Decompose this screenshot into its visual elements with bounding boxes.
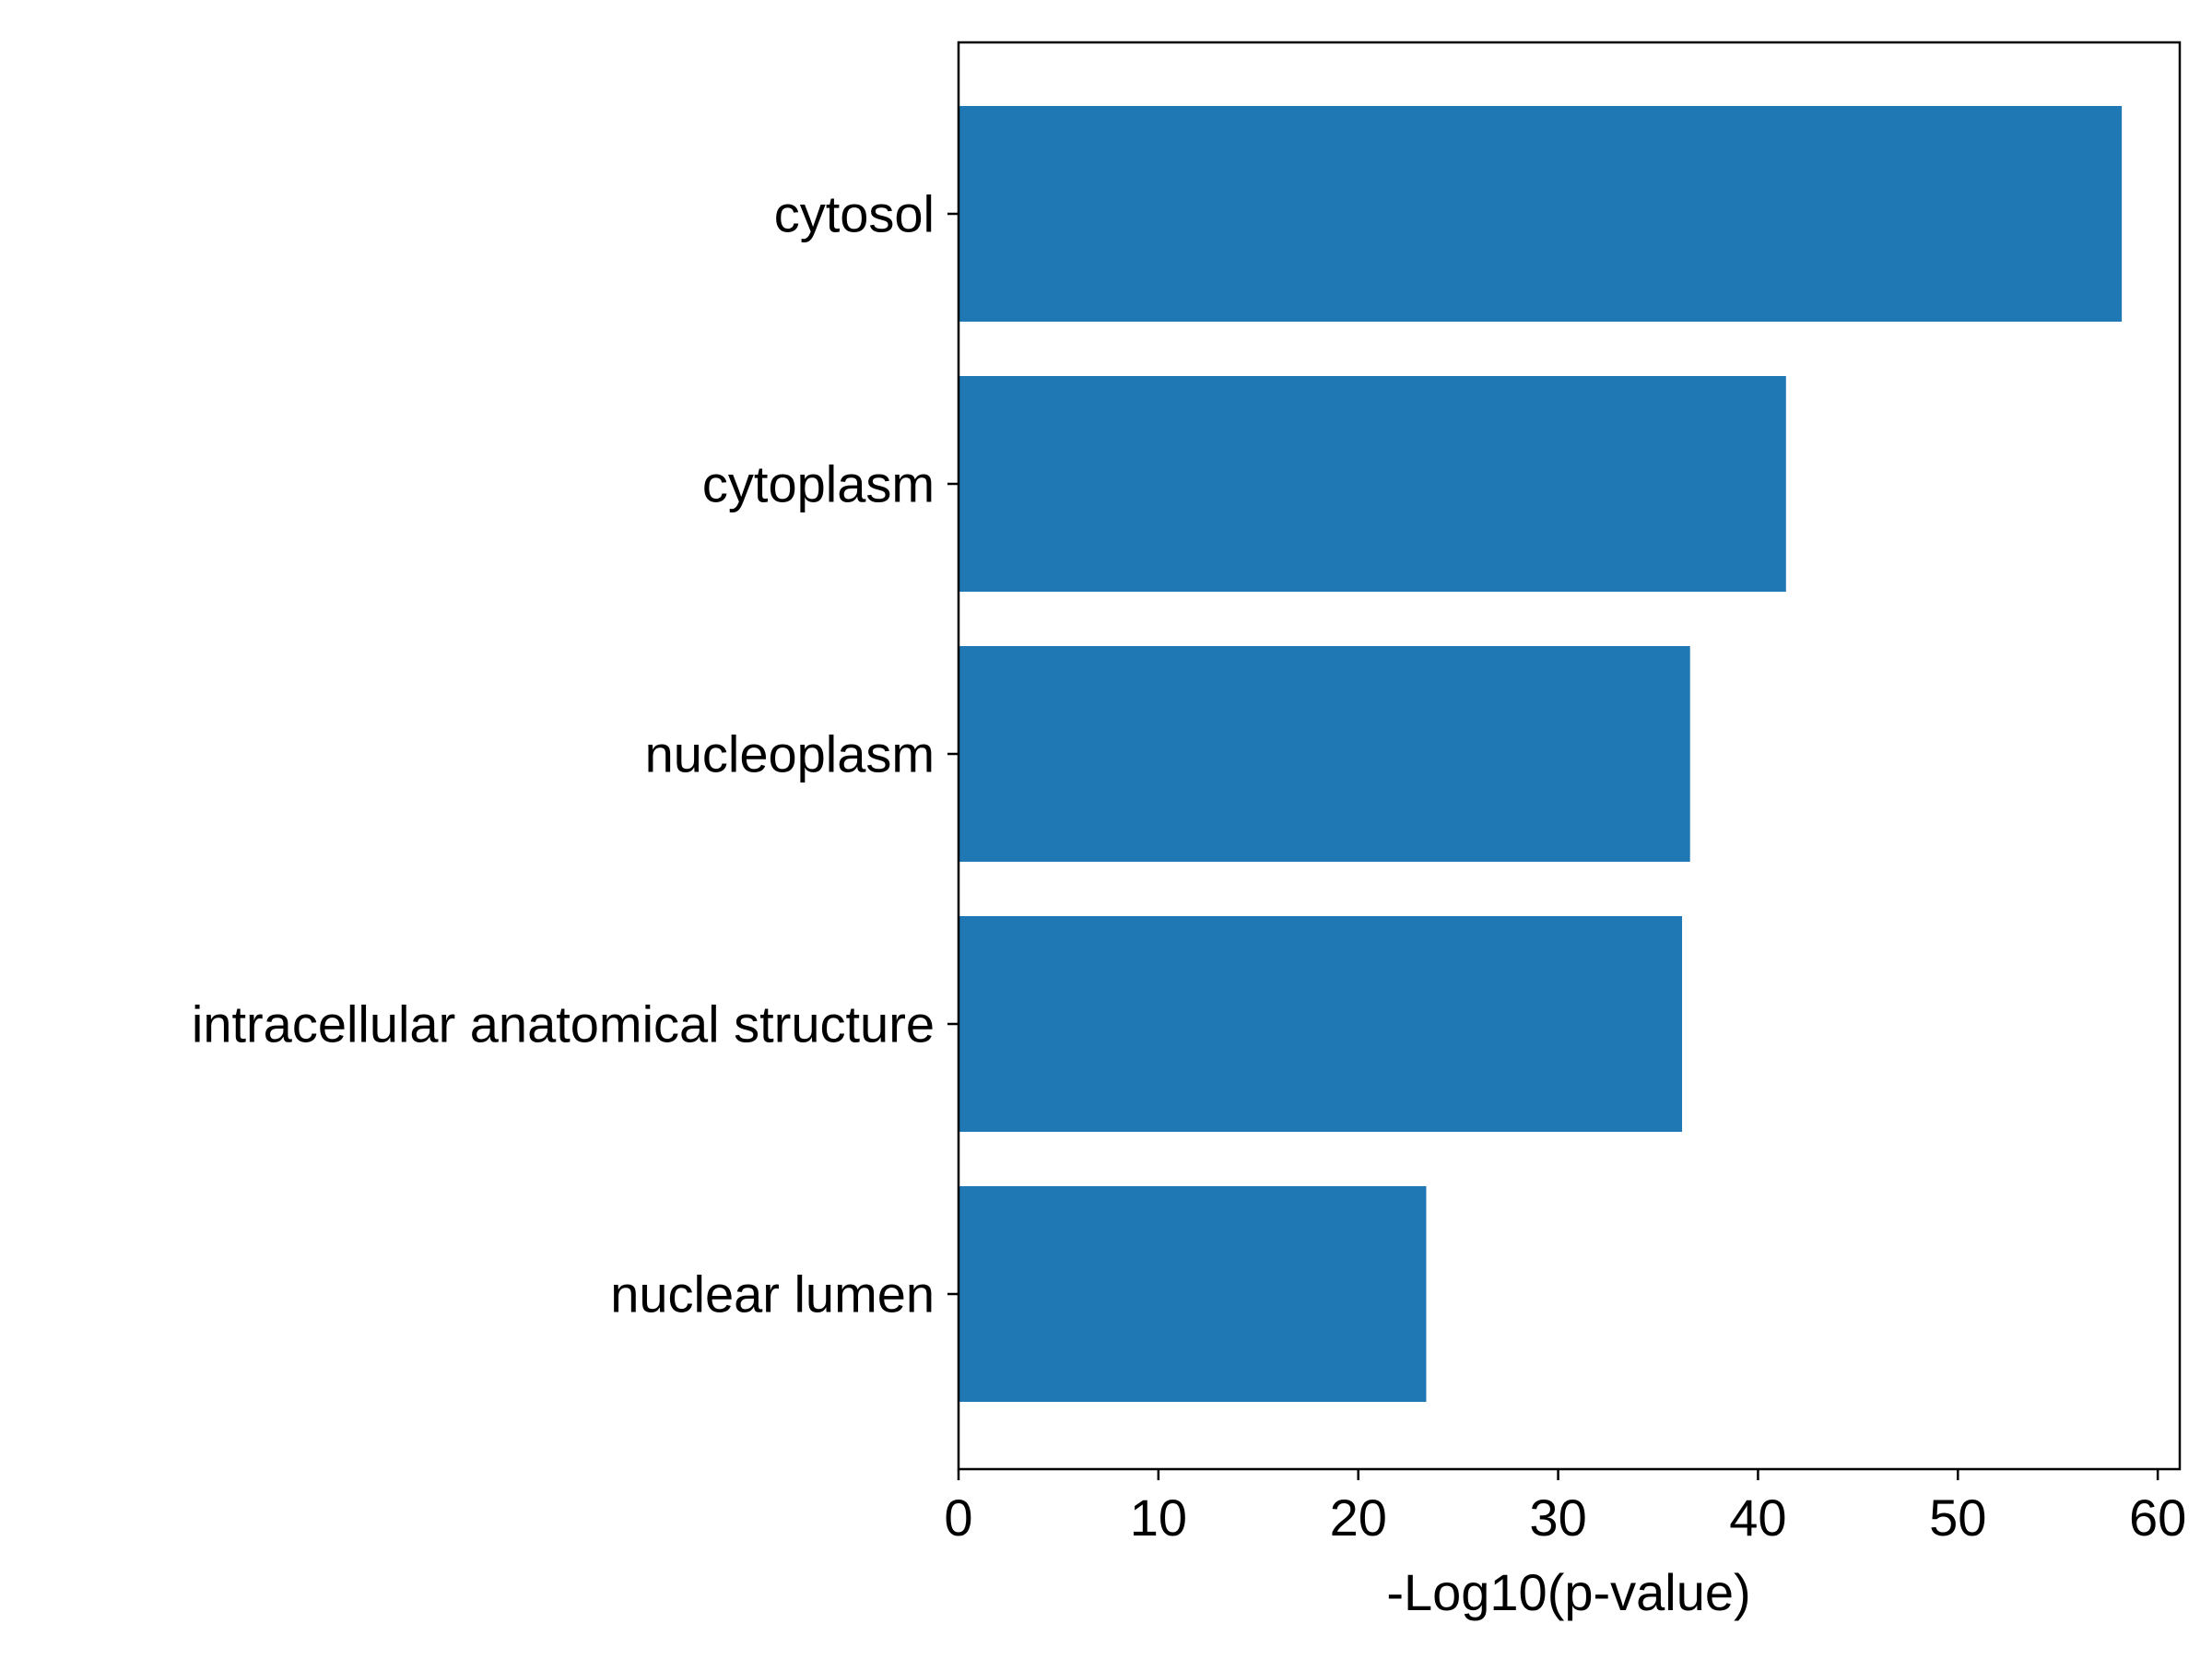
x-axis-title: -Log10(p-value) xyxy=(1386,1563,1750,1621)
x-tick-label: 60 xyxy=(2129,1488,2186,1547)
y-tick-label: cytosol xyxy=(774,185,935,243)
x-tick-label: 30 xyxy=(1529,1488,1586,1547)
bar-1 xyxy=(959,376,1786,592)
y-tick-label: nuclear lumen xyxy=(610,1265,935,1324)
bar-4 xyxy=(959,1186,1427,1402)
x-tick-label: 20 xyxy=(1330,1488,1387,1547)
x-axis: 0 10 20 30 40 50 60 xyxy=(944,1469,2186,1547)
plot-frame xyxy=(957,41,2182,1471)
bars-layer xyxy=(959,106,2123,1402)
bar-3 xyxy=(959,916,1683,1132)
bar-0 xyxy=(959,106,2123,322)
y-tick-label: nucleoplasm xyxy=(645,725,935,783)
y-tick-label: intracellular anatomical structure xyxy=(192,995,935,1053)
y-axis: cytosol cytoplasm nucleoplasm intracellular… xyxy=(192,185,959,1324)
x-tick-label: 0 xyxy=(944,1488,972,1547)
x-tick-label: 40 xyxy=(1729,1488,1786,1547)
y-tick-label: cytoplasm xyxy=(702,455,935,513)
x-tick-label: 50 xyxy=(1929,1488,1986,1547)
x-tick-label: 10 xyxy=(1130,1488,1187,1547)
bar-2 xyxy=(959,646,1690,862)
